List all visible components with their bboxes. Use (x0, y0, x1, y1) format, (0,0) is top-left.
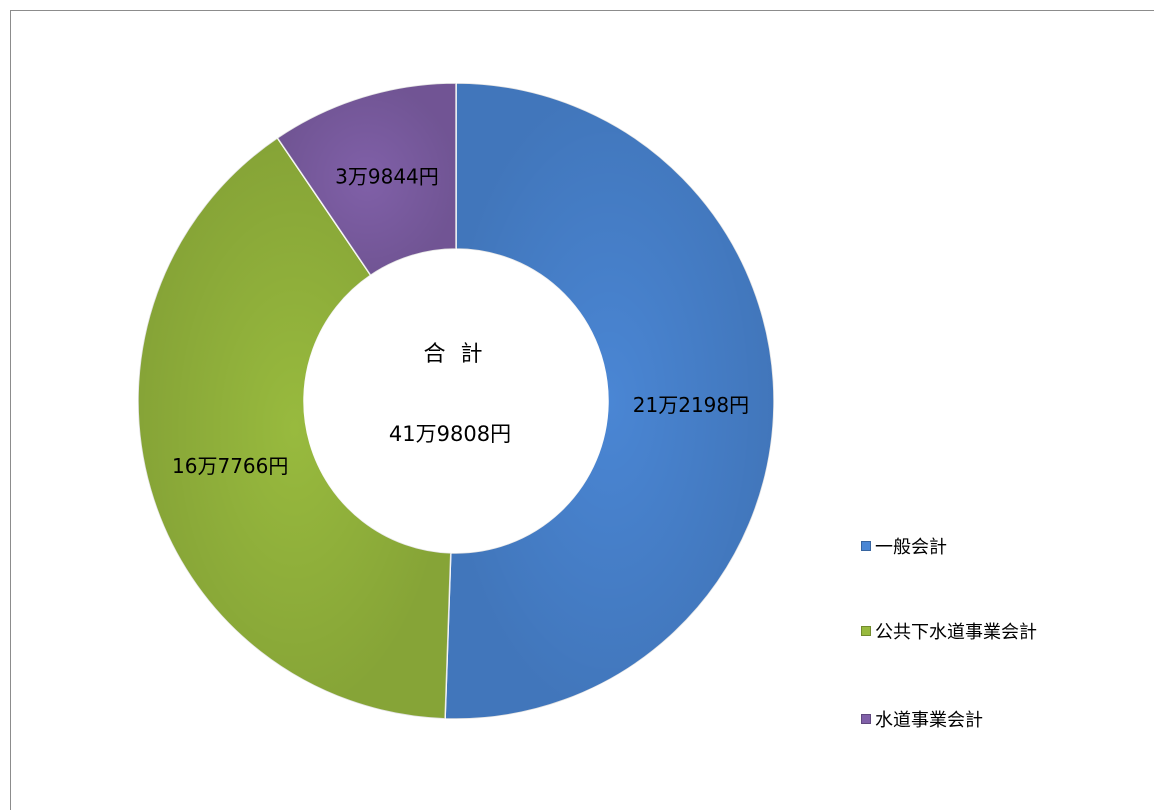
legend-item-general: 一般会計 (861, 534, 947, 558)
doughnut-chart: 21万2198円 16万7766円 3万9844円 合 計 41万9808円 (137, 82, 775, 720)
slice-label-2: 3万9844円 (335, 164, 439, 188)
legend-swatch-water (861, 714, 871, 724)
slice-label-1: 16万7766円 (172, 454, 288, 478)
legend-item-sewer: 公共下水道事業会計 (861, 619, 1037, 643)
legend-label-water: 水道事業会計 (875, 710, 983, 731)
center-total: 41万9808円 (389, 422, 511, 446)
slice-label-0: 21万2198円 (633, 393, 749, 417)
legend-swatch-general (861, 541, 871, 551)
legend-label-general: 一般会計 (875, 537, 947, 558)
slice-labels-group: 21万2198円 16万7766円 3万9844円 (172, 164, 749, 478)
center-title: 合 計 (424, 342, 487, 367)
slice-shade-0 (445, 83, 775, 720)
slice-shade-1 (138, 137, 451, 719)
legend-label-sewer: 公共下水道事業会計 (875, 622, 1037, 643)
slices-group (137, 82, 775, 720)
legend-swatch-sewer (861, 626, 871, 636)
slice-shade-2 (277, 83, 456, 276)
legend-item-water: 水道事業会計 (861, 707, 983, 731)
